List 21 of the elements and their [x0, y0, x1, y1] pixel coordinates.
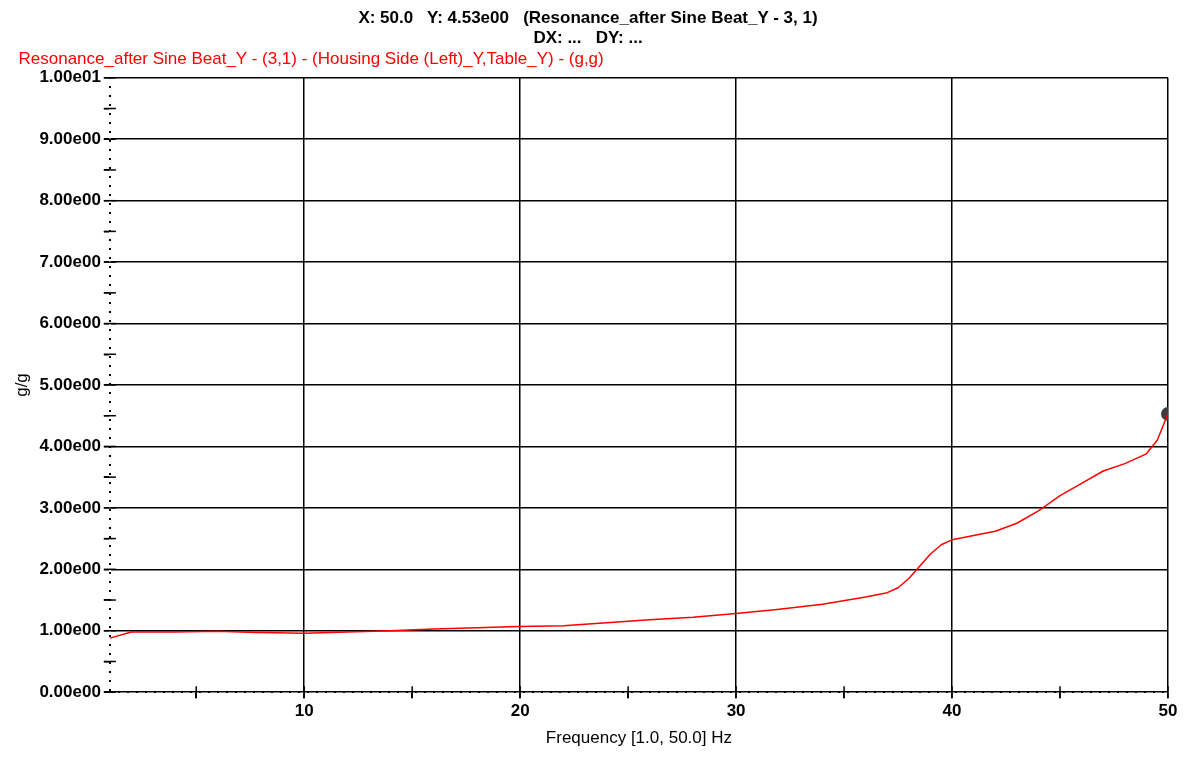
x-tick-label: 40: [942, 701, 962, 721]
x-axis-title: Frequency [1.0, 50.0] Hz: [545, 728, 732, 748]
x-tick-label: 20: [510, 701, 530, 721]
chart-subtitle: DX: ... DY: ...: [533, 28, 643, 48]
y-tick-label: 8.00e00: [39, 190, 101, 210]
x-tick-label: 30: [726, 701, 746, 721]
y-axis-title: g/g: [11, 373, 31, 397]
x-tick-label: 50: [1158, 701, 1178, 721]
y-tick-label: 5.00e00: [39, 374, 101, 394]
y-tick-label: 6.00e00: [39, 313, 101, 333]
chart-title: X: 50.0 Y: 4.53e00 (Resonance_after Sine Beat_Y - 3, 1): [358, 7, 818, 27]
y-tick-label: 3.00e00: [39, 497, 101, 517]
y-tick-label: 1.00e01: [39, 67, 101, 87]
text: Resonance_after Sine Beat_Y - (3,1) - (Housing Side (Left)_Y,Table_Y) - (g,g): [18, 48, 604, 68]
y-tick-label: 1.00e00: [39, 620, 101, 640]
y-tick-label: 4.00e00: [39, 436, 101, 456]
y-tick-label: 9.00e00: [39, 128, 101, 148]
y-tick-label: 7.00e00: [39, 251, 101, 271]
x-tick-label: 10: [294, 701, 314, 721]
y-tick-label: 0.00e00: [39, 681, 101, 701]
y-tick-label: 2.00e00: [39, 559, 101, 579]
